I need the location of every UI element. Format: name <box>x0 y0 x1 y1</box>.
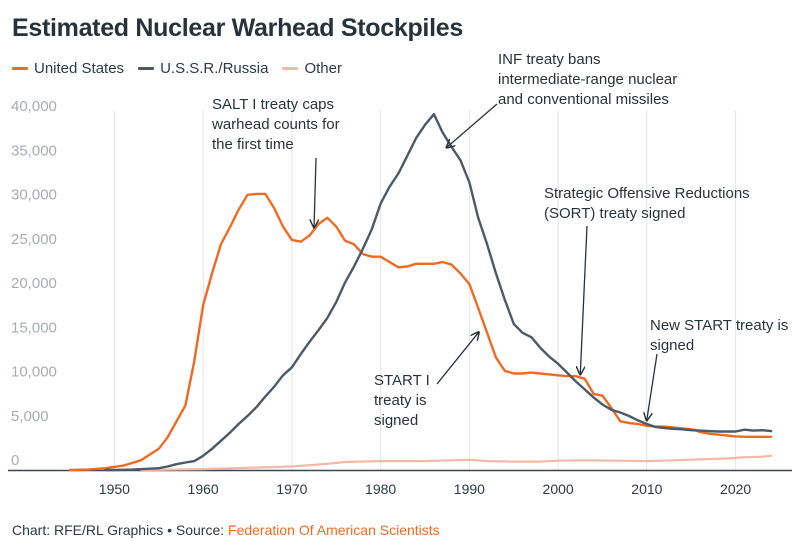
x-tick-label-1990: 1990 <box>454 481 485 497</box>
annotation-arrows <box>314 103 658 420</box>
annotation-salt: SALT I treaty caps warhead counts for th… <box>212 96 340 153</box>
legend-item-ussr: U.S.S.R./Russia <box>138 60 268 77</box>
legend-swatch-us <box>12 67 28 70</box>
x-tick-label-1970: 1970 <box>276 481 307 497</box>
annotation-new-start: New START treaty is signed <box>650 317 789 354</box>
arrow-start-i <box>436 333 478 385</box>
x-tick-label-1950: 1950 <box>99 481 130 497</box>
footer-credit: Chart: RFE/RL Graphics • Source: <box>12 522 229 538</box>
legend-label-other: Other <box>304 60 342 77</box>
arrow-sort <box>580 225 588 374</box>
y-tick-label-40000: 40,000 <box>11 98 57 115</box>
x-tick-label-2020: 2020 <box>720 481 751 497</box>
x-tick-label-1960: 1960 <box>188 481 219 497</box>
legend-item-other: Other <box>282 60 342 77</box>
axes: 1950 1960 1970 1980 1990 2000 2010 2020 0 5,000 10… <box>8 98 792 497</box>
chart-footer: Chart: RFE/RL Graphics • Source: Federat… <box>12 522 440 538</box>
legend-item-us: United States <box>12 60 124 77</box>
legend-label-us: United States <box>34 60 125 77</box>
arrow-inf <box>447 103 498 147</box>
y-tick-label-20000: 20,000 <box>11 275 57 292</box>
y-tick-label-25000: 25,000 <box>11 231 57 248</box>
series-line-u-s-s-r-russia <box>104 113 773 472</box>
y-tick-label-35000: 35,000 <box>11 142 57 159</box>
legend-swatch-other <box>282 67 299 70</box>
chart-title: Estimated Nuclear Warhead Stockpiles <box>12 14 463 42</box>
x-tick-label-1980: 1980 <box>365 481 396 497</box>
y-tick-label-0: 0 <box>11 452 19 469</box>
y-tick-label-30000: 30,000 <box>11 187 57 204</box>
annotation-inf: INF treaty bans intermediate-range nucle… <box>498 51 678 108</box>
y-tick-label-10000: 10,000 <box>11 364 57 381</box>
legend-label-ussr: U.S.S.R./Russia <box>160 60 269 77</box>
series-line-other <box>139 454 773 472</box>
arrow-new-start <box>647 353 658 420</box>
gridlines <box>113 110 737 470</box>
footer-source: Federation Of American Scientists <box>228 522 440 538</box>
y-tick-label-15000: 15,000 <box>11 319 57 336</box>
arrow-salt <box>314 157 316 227</box>
annotation-start-i: START I treaty is signed <box>374 372 430 429</box>
annotation-sort: Strategic Offensive Reductions (SORT) tr… <box>544 185 750 222</box>
legend: United States U.S.S.R./Russia Other <box>12 60 342 77</box>
x-tick-label-2000: 2000 <box>543 481 574 497</box>
legend-swatch-ussr <box>138 67 155 70</box>
y-tick-label-5000: 5,000 <box>11 408 49 425</box>
x-tick-label-2010: 2010 <box>631 481 662 497</box>
